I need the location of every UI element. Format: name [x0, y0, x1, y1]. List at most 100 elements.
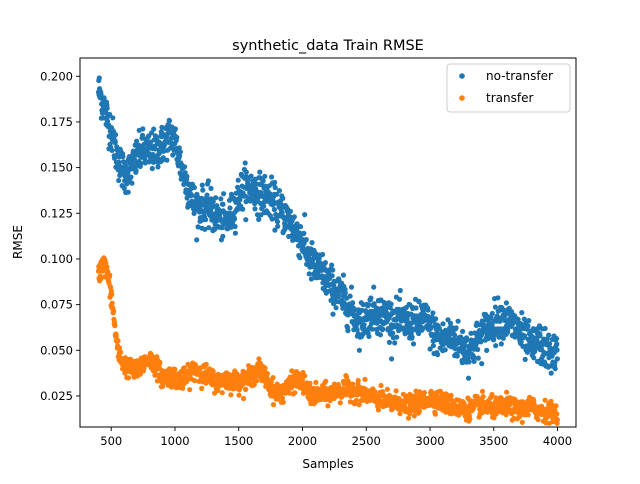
data-point: [554, 347, 560, 353]
data-point: [262, 365, 268, 371]
data-point: [161, 148, 167, 154]
data-point: [199, 385, 205, 391]
x-axis-label: Samples: [302, 457, 353, 471]
data-point: [303, 237, 309, 243]
data-point: [489, 310, 495, 317]
data-point: [101, 95, 107, 101]
data-point: [521, 316, 527, 322]
data-point: [416, 408, 422, 414]
data-point: [116, 345, 123, 351]
data-point: [394, 334, 400, 340]
data-point: [465, 375, 472, 381]
data-point: [325, 403, 331, 409]
data-point: [447, 320, 454, 326]
data-point: [166, 118, 173, 124]
data-point: [191, 377, 197, 384]
data-point: [149, 165, 155, 172]
data-point: [137, 371, 143, 377]
data-point: [138, 160, 144, 166]
x-tick-label: 500: [100, 434, 122, 448]
data-point: [378, 382, 384, 389]
data-point: [254, 378, 260, 384]
data-point: [329, 273, 335, 279]
data-point: [522, 356, 528, 362]
data-point: [220, 233, 226, 239]
data-point: [97, 276, 104, 282]
data-point: [111, 308, 117, 314]
data-point: [269, 216, 275, 222]
x-tick-label: 1500: [224, 434, 253, 448]
data-point: [354, 327, 360, 333]
data-point: [542, 325, 548, 332]
data-point: [280, 195, 286, 201]
data-point: [109, 291, 115, 298]
data-point: [488, 314, 494, 321]
chart-title: synthetic_data Train RMSE: [232, 38, 424, 54]
data-point: [504, 389, 510, 395]
data-point: [408, 330, 414, 336]
data-point: [554, 336, 560, 342]
data-point: [342, 290, 348, 296]
data-point: [392, 340, 398, 346]
data-point: [172, 366, 178, 372]
data-point: [377, 332, 383, 338]
data-point: [500, 335, 506, 341]
x-tick-label: 2000: [288, 434, 317, 448]
data-point: [355, 377, 361, 384]
data-point: [177, 149, 183, 155]
data-point: [279, 395, 286, 401]
data-point: [197, 365, 203, 371]
data-point: [243, 169, 249, 175]
data-point: [299, 377, 305, 383]
data-point: [407, 411, 413, 417]
data-point: [427, 346, 433, 352]
data-point: [188, 192, 194, 198]
data-point: [502, 313, 508, 319]
y-tick-label: 0.100: [40, 252, 73, 266]
data-point: [389, 356, 395, 362]
data-point: [350, 381, 356, 387]
data-point: [362, 376, 368, 382]
data-point: [137, 143, 143, 149]
data-point: [343, 392, 349, 398]
data-point: [526, 318, 532, 324]
data-point: [107, 272, 113, 278]
data-point: [366, 333, 372, 339]
data-point: [118, 349, 124, 355]
x-tick-label: 4000: [543, 434, 572, 448]
data-point: [152, 146, 158, 152]
data-point: [453, 325, 459, 331]
data-point: [205, 178, 211, 184]
data-point: [518, 339, 524, 345]
data-point: [335, 294, 341, 300]
data-point: [489, 391, 495, 398]
data-point: [491, 336, 497, 342]
data-point: [432, 411, 438, 417]
data-point: [155, 164, 161, 170]
data-point: [309, 240, 315, 246]
data-point: [109, 300, 115, 306]
data-point: [320, 251, 326, 258]
data-point: [248, 173, 254, 179]
data-point: [160, 383, 166, 389]
data-point: [475, 355, 481, 361]
data-point: [203, 361, 209, 367]
data-point: [113, 132, 119, 138]
data-point: [328, 287, 334, 293]
data-point: [195, 224, 201, 230]
data-point: [350, 300, 356, 306]
data-point: [455, 318, 461, 324]
data-point: [466, 359, 472, 365]
data-point: [405, 415, 412, 421]
data-point: [413, 305, 419, 311]
data-point: [203, 217, 209, 223]
y-axis-label: RMSE: [11, 225, 25, 259]
data-point: [546, 332, 552, 338]
data-point: [182, 164, 188, 170]
data-point: [356, 347, 362, 353]
data-point: [275, 223, 281, 229]
data-point: [396, 296, 403, 302]
data-point: [215, 387, 221, 394]
data-point: [289, 368, 295, 374]
data-point: [515, 316, 521, 322]
